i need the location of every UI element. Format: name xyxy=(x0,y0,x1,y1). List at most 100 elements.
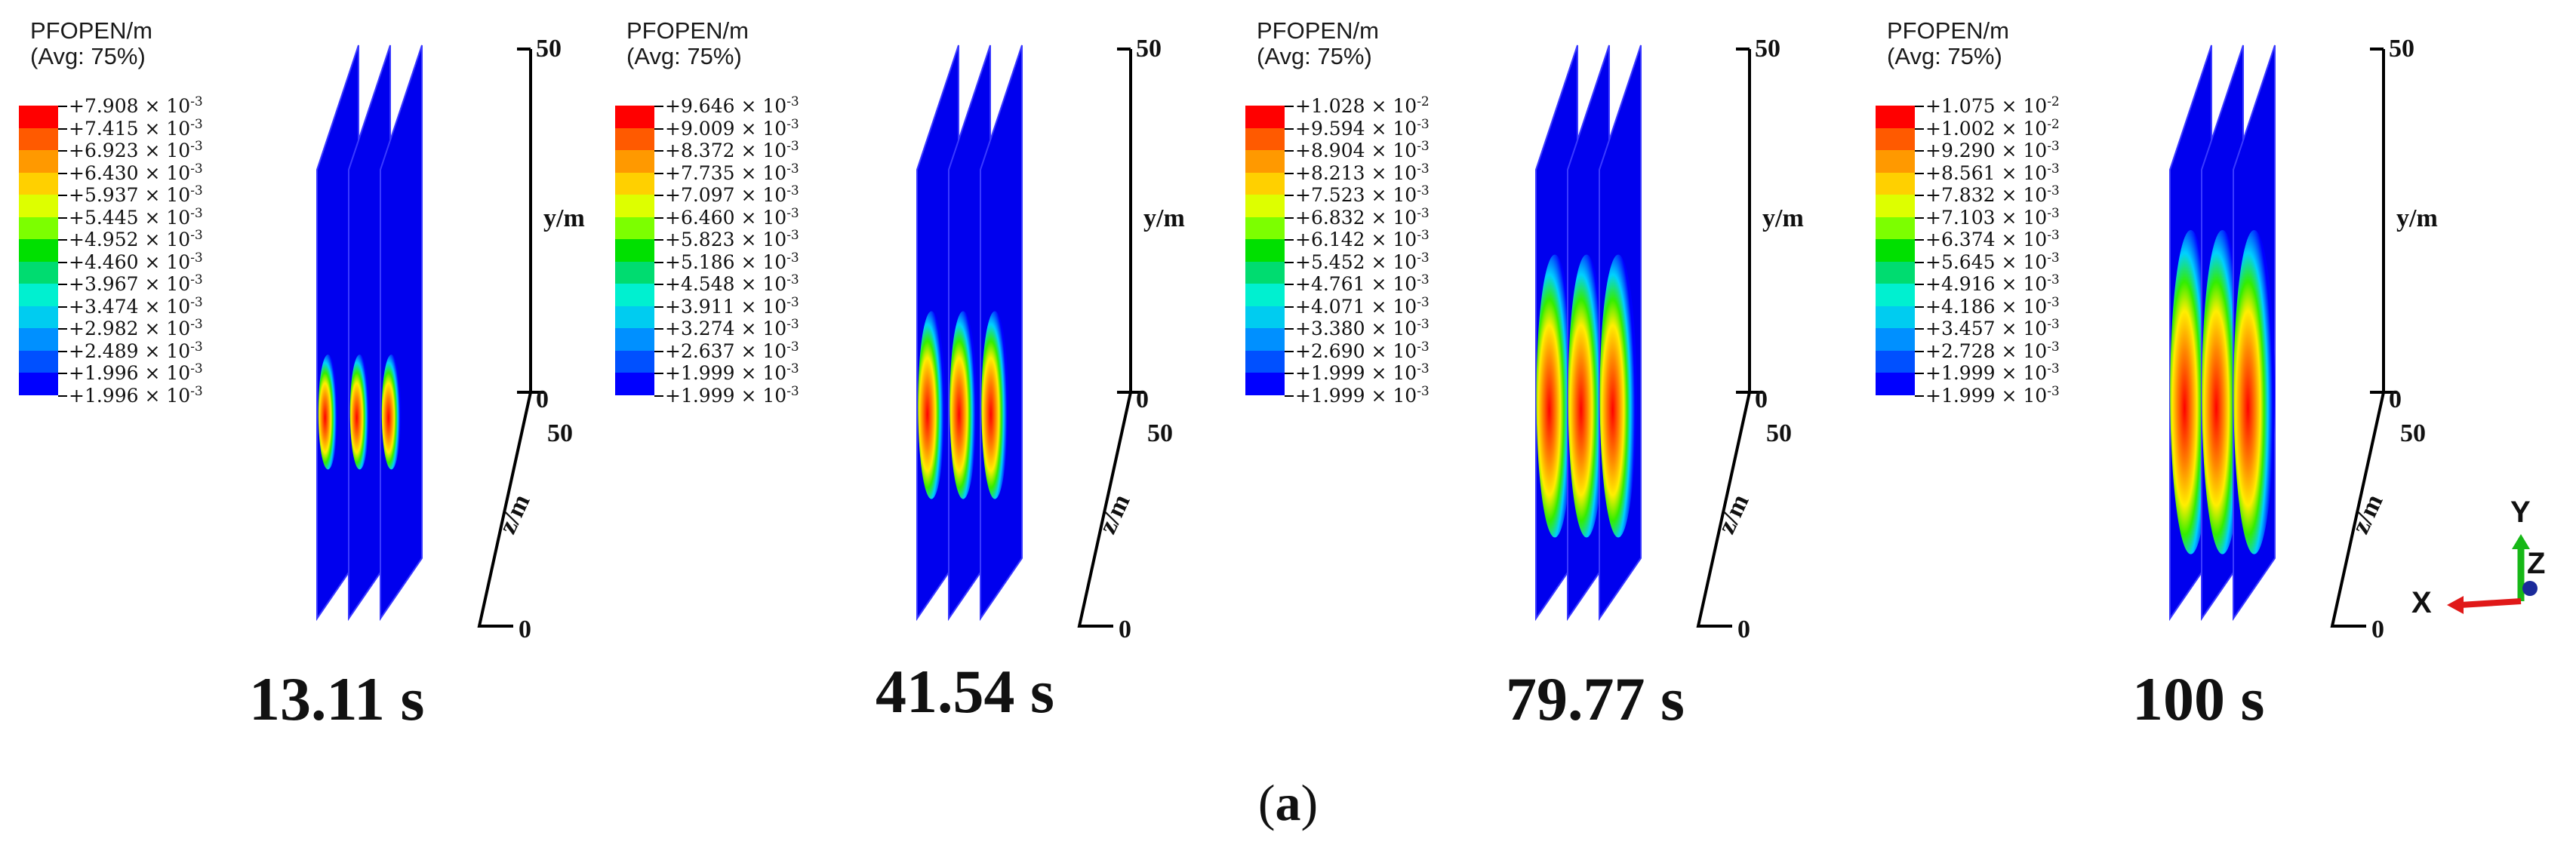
legend-title-averaging: (Avg: 75%) xyxy=(30,43,146,69)
legend-value: +7.415 × 10-3 xyxy=(69,118,203,140)
fracture-sheets xyxy=(913,38,1132,645)
legend-tick xyxy=(1915,306,1924,308)
legend-value: +6.832 × 10-3 xyxy=(1295,207,1430,229)
legend-swatch xyxy=(1876,127,1915,150)
legend-times: × 10 xyxy=(138,273,191,295)
legend-value: +4.761 × 10-3 xyxy=(1295,274,1430,295)
axis-z-min: 0 xyxy=(519,616,531,641)
legend-times: × 10 xyxy=(734,250,787,273)
legend-swatch xyxy=(1876,350,1915,373)
legend-times: × 10 xyxy=(138,117,191,140)
legend-times: × 10 xyxy=(1995,161,2048,184)
legend-tick xyxy=(58,328,67,330)
legend-mantissa: +5.452 xyxy=(1295,250,1365,273)
legend-swatch xyxy=(1245,373,1285,395)
legend-mantissa: +7.523 xyxy=(1295,184,1365,206)
legend-exponent: -3 xyxy=(2047,183,2060,198)
legend-times: × 10 xyxy=(138,184,191,206)
coordinate-triad: Y Z X xyxy=(2400,483,2566,622)
legend-value: +1.028 × 10-2 xyxy=(1295,96,1430,117)
fracture-opening-contour xyxy=(318,355,338,470)
legend-tick xyxy=(1285,195,1294,196)
legend-mantissa: +3.911 xyxy=(665,295,735,318)
legend-mantissa: +6.430 xyxy=(69,161,139,184)
legend-title: PFOPEN/m (Avg: 75%) xyxy=(30,18,152,69)
axis-z-min: 0 xyxy=(2371,616,2384,641)
legend-tick xyxy=(1285,127,1294,130)
legend-tick xyxy=(58,306,67,308)
fracture-opening-contour xyxy=(349,355,370,470)
legend-times: × 10 xyxy=(1995,318,2048,339)
legend-tick xyxy=(654,127,663,130)
legend-times: × 10 xyxy=(734,117,787,140)
legend-swatch xyxy=(1876,284,1915,306)
legend-mantissa: +4.761 xyxy=(1295,273,1365,295)
legend-swatch xyxy=(1876,261,1915,284)
axis-z-min: 0 xyxy=(1737,616,1750,641)
legend-value: +7.735 × 10-3 xyxy=(665,162,799,184)
legend-tick xyxy=(1915,261,1924,263)
legend-tick xyxy=(1915,373,1924,374)
legend-mantissa: +1.999 xyxy=(665,362,735,384)
legend-mantissa: +4.548 xyxy=(665,273,735,295)
legend-exponent: -3 xyxy=(190,339,203,355)
legend-mantissa: +4.186 xyxy=(1925,295,1996,318)
legend-tick xyxy=(58,395,67,397)
legend-swatch xyxy=(19,216,58,239)
legend-mantissa: +3.967 xyxy=(69,273,139,295)
legend-swatch xyxy=(1245,195,1285,217)
legend-swatch xyxy=(615,150,654,173)
legend-swatch xyxy=(19,150,58,173)
axis-y-min: 0 xyxy=(2389,385,2402,413)
legend-times: × 10 xyxy=(1365,161,1417,184)
legend-times: × 10 xyxy=(138,250,191,273)
legend-value: +8.561 × 10-3 xyxy=(1925,161,2060,184)
legend-title-averaging: (Avg: 75%) xyxy=(1257,43,1372,69)
legend-tick xyxy=(58,373,67,374)
legend-value: +9.646 × 10-3 xyxy=(665,96,799,117)
legend-swatch xyxy=(1876,150,1915,173)
legend-tick xyxy=(1285,106,1294,107)
legend-tick xyxy=(1285,150,1294,152)
legend-times: × 10 xyxy=(1365,229,1417,250)
legend-tick xyxy=(58,150,67,152)
legend-value: +5.645 × 10-3 xyxy=(1925,251,2060,273)
legend-times: × 10 xyxy=(1365,117,1417,140)
legend-value: +4.071 × 10-3 xyxy=(1295,296,1430,318)
legend-exponent: -3 xyxy=(786,317,799,332)
legend-swatch xyxy=(615,284,654,306)
legend-tick xyxy=(654,216,663,219)
legend-exponent: -2 xyxy=(2047,94,2060,109)
legend-title-averaging: (Avg: 75%) xyxy=(1887,43,2002,69)
legend-swatch xyxy=(615,172,654,195)
legend-title-variable: PFOPEN/m xyxy=(30,17,152,44)
legend-value: +2.690 × 10-3 xyxy=(1295,340,1430,362)
axis-y-min: 0 xyxy=(1136,385,1149,413)
legend-tick xyxy=(654,261,663,263)
legend-times: × 10 xyxy=(1995,384,2048,407)
legend-exponent: -2 xyxy=(2047,116,2060,132)
legend-mantissa: +1.999 xyxy=(1295,362,1365,384)
axis-y-label: y/m xyxy=(1762,204,1804,232)
legend-times: × 10 xyxy=(138,318,191,339)
legend-mantissa: +3.380 xyxy=(1295,318,1365,339)
legend-tick xyxy=(654,150,663,152)
legend-times: × 10 xyxy=(1995,117,2048,140)
legend-swatch xyxy=(19,239,58,262)
legend-swatch xyxy=(1245,350,1285,373)
legend-swatch xyxy=(615,261,654,284)
axis-z-max: 50 xyxy=(1147,419,1173,447)
legend-tick xyxy=(1915,216,1924,219)
legend-mantissa: +4.460 xyxy=(69,250,139,273)
legend-mantissa: +3.474 xyxy=(69,295,139,318)
legend-mantissa: +9.290 xyxy=(1925,140,1996,161)
legend-tick xyxy=(1285,373,1294,374)
legend-title: PFOPEN/m (Avg: 75%) xyxy=(1257,18,1379,69)
legend-exponent: -3 xyxy=(190,383,203,399)
legend-tick xyxy=(58,216,67,219)
legend-mantissa: +6.460 xyxy=(665,206,735,229)
legend-value: +1.999 × 10-3 xyxy=(1925,363,2060,384)
axis-y-max: 50 xyxy=(536,38,562,63)
legend-title: PFOPEN/m (Avg: 75%) xyxy=(1887,18,2009,69)
